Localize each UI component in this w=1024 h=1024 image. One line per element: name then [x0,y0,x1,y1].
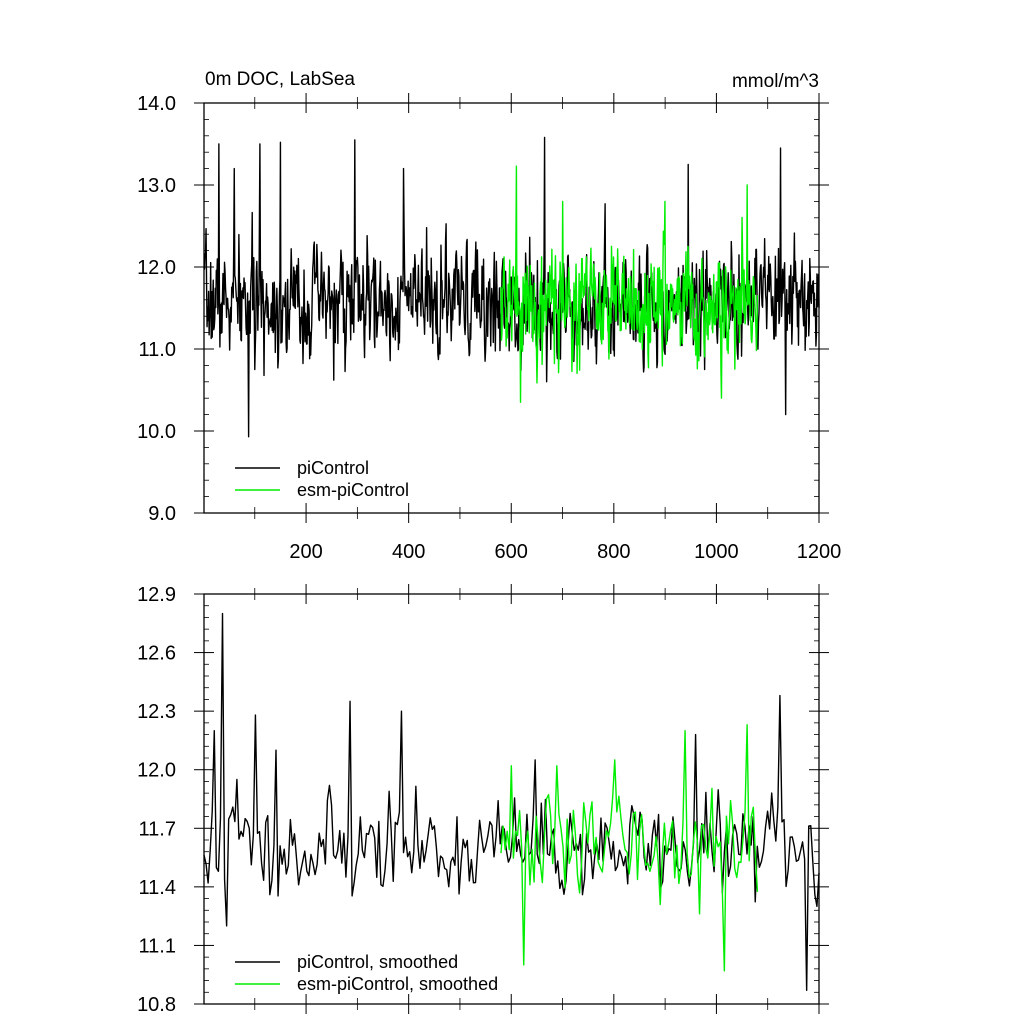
x-tick-label: 1200 [797,541,842,563]
y-tick-label: 12.0 [137,257,176,279]
y-tick-label: 11.7 [139,818,176,840]
y-tick-label: 10.8 [137,994,176,1016]
y-tick-label: 12.9 [137,584,176,606]
top-panel-units: mmol/m^3 [732,71,819,92]
series-line-picontrol-smoothed [203,612,820,992]
top-panel-title: 0m DOC, LabSea [205,69,355,90]
x-tick-label: 1000 [694,541,739,563]
top-panel-series [203,136,820,438]
x-tick-label: 800 [597,541,630,563]
y-tick-label: 10.0 [137,421,176,443]
bottom-legend: piControl, smoothed esm-piControl, smoot… [235,952,498,994]
legend-label-picontrol-smoothed: piControl, smoothed [297,952,458,972]
bottom-panel-axes: 10.8 11.1 11.4 11.7 12.0 12.3 12.6 12.9 [137,584,829,1016]
y-tick-label: 11.4 [139,877,176,899]
top-legend: piControl esm-piControl [235,458,409,500]
series-line-esm-picontrol-smoothed [500,724,759,972]
x-tick-label: 600 [495,541,528,563]
y-tick-label: 12.0 [137,760,176,782]
series-line-esm-picontrol [500,165,759,403]
y-tick-label: 11.0 [139,339,176,361]
legend-label-esm-picontrol: esm-piControl [297,480,409,500]
top-panel-axes: 9.0 10.0 11.0 12.0 13.0 14.0 200 400 600 800 1000 1… [137,93,841,563]
bottom-panel-series [203,612,820,992]
y-tick-label: 12.3 [137,701,176,723]
y-tick-label: 9.0 [148,503,176,525]
y-tick-label: 12.6 [137,643,176,665]
y-tick-label: 11.1 [139,935,176,957]
legend-label-picontrol: piControl [297,458,369,478]
top-panel: 0m DOC, LabSea mmol/m^3 9.0 10.0 11.0 12.0 1… [137,69,841,563]
bottom-panel: 10.8 11.1 11.4 11.7 12.0 12.3 12.6 12.9 piContr… [137,584,829,1016]
x-tick-label: 200 [289,541,322,563]
legend-label-esm-picontrol-smoothed: esm-piControl, smoothed [297,974,498,994]
y-tick-label: 14.0 [137,93,176,115]
x-tick-label: 400 [392,541,425,563]
y-tick-label: 13.0 [137,175,176,197]
